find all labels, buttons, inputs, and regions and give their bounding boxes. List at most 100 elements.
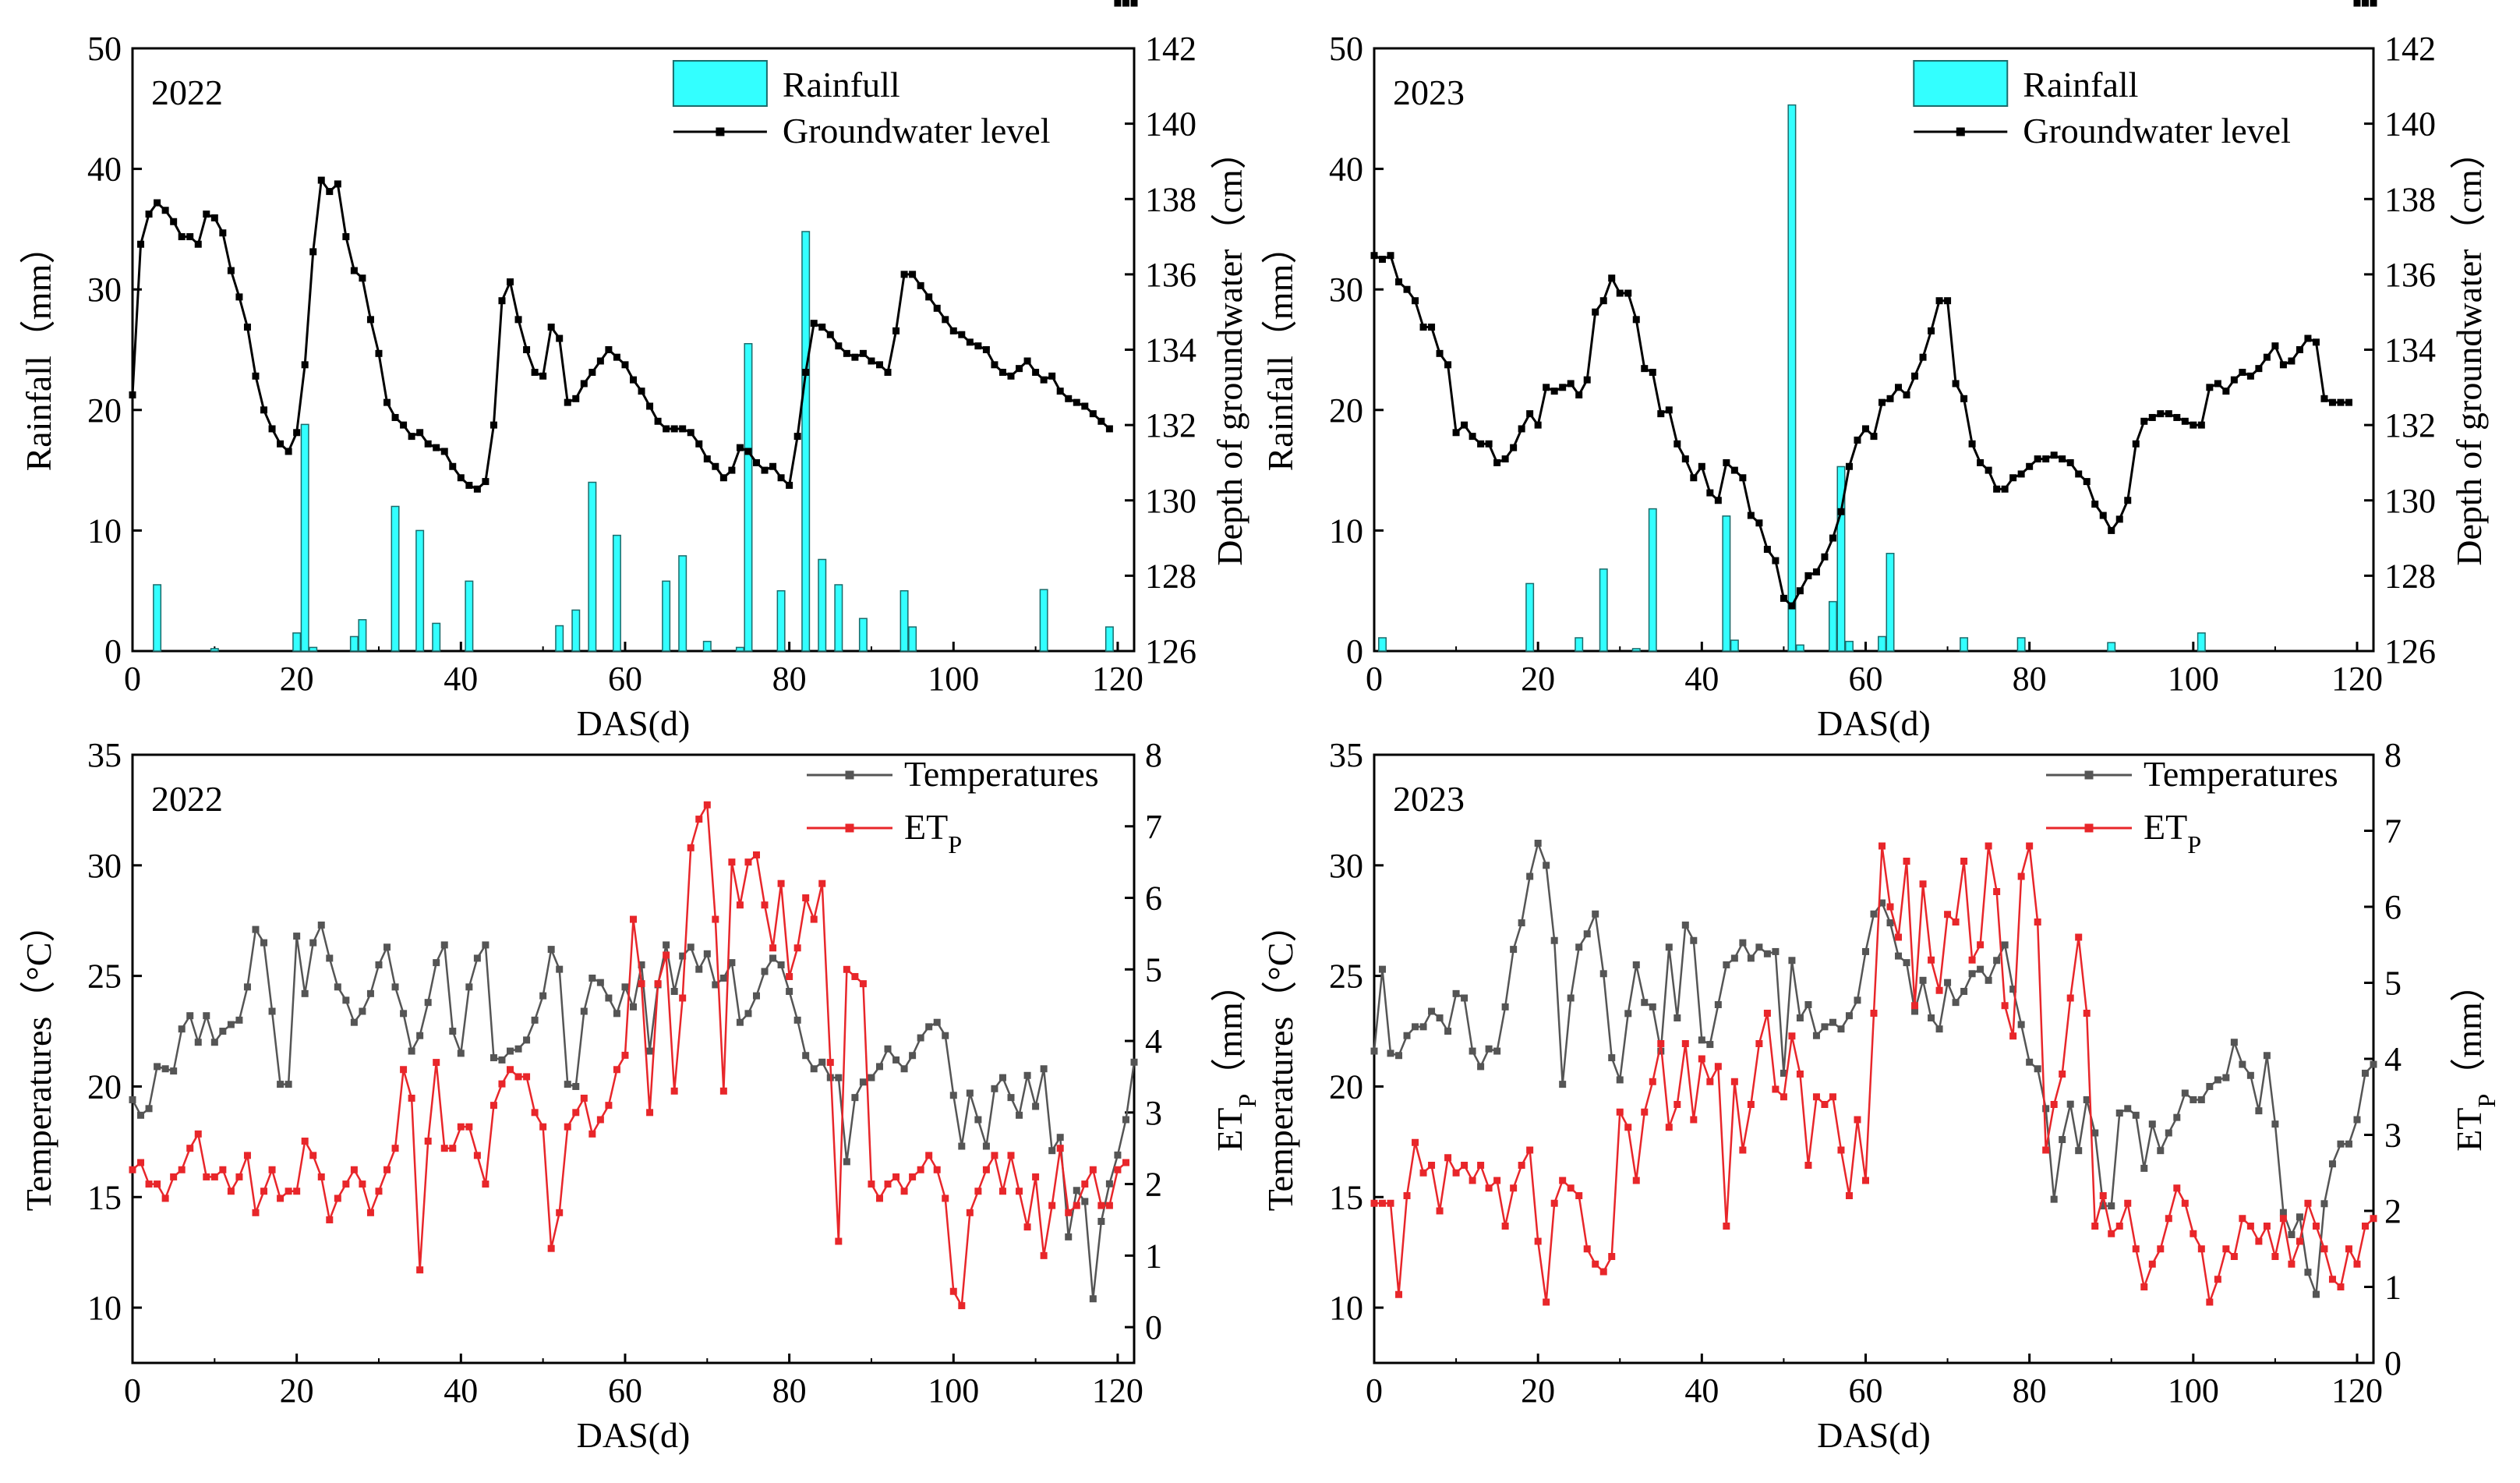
rainfall-bar (1104, 626, 1114, 652)
rainfall-bar (571, 609, 581, 652)
groundwater-point (416, 429, 424, 437)
temperature-point (2345, 1140, 2352, 1148)
temperature-point (260, 939, 268, 947)
temperature-point (2075, 1147, 2083, 1155)
x-tick-label: 0 (1366, 660, 1383, 698)
temperature-point (1812, 1032, 1820, 1039)
etp-point (154, 1180, 161, 1188)
y-right-tick-label: 130 (2384, 482, 2436, 520)
etp-point (1624, 1124, 1632, 1131)
legend-label-temperatures: Temperatures (2144, 754, 2338, 794)
groundwater-point (465, 481, 473, 489)
groundwater-point (547, 324, 555, 331)
groundwater-point (1097, 417, 1105, 425)
groundwater-point (744, 448, 752, 455)
temperature-point (326, 954, 334, 962)
temperature-point (1032, 1103, 1040, 1110)
etp-point (1681, 1040, 1689, 1047)
rainfall-bar (432, 622, 441, 652)
temperature-point (416, 1032, 424, 1039)
y-left-tick-label: 20 (87, 1067, 122, 1106)
groundwater-point (145, 211, 153, 218)
temperature-point (1073, 1187, 1080, 1195)
etp-point (1461, 1162, 1469, 1169)
groundwater-point (769, 462, 777, 470)
groundwater-point (892, 327, 900, 334)
groundwater-point (1723, 458, 1730, 466)
groundwater-point (958, 331, 966, 338)
groundwater-point (1485, 440, 1493, 448)
temperature-point (1928, 1014, 1935, 1022)
temperature-point (129, 1095, 136, 1103)
temperature-point (1395, 1052, 1403, 1060)
groundwater-point (440, 448, 448, 455)
etp-point (556, 1209, 564, 1216)
temperature-point (2255, 1107, 2263, 1115)
groundwater-point (1861, 425, 1869, 433)
temperature-point (2050, 1195, 2058, 1203)
temperature-point (719, 974, 727, 982)
etp-point (900, 1187, 908, 1195)
groundwater-point (2312, 338, 2320, 346)
groundwater-point (2304, 334, 2312, 342)
y-left-tick-label: 35 (87, 736, 122, 774)
etp-point (933, 1166, 941, 1173)
groundwater-point (933, 304, 941, 312)
etp-point (1469, 1177, 1476, 1184)
temperature-point (1436, 1014, 1444, 1022)
groundwater-point (359, 274, 366, 282)
groundwater-point (1379, 256, 1387, 264)
etp-point (982, 1166, 990, 1173)
groundwater-point (1665, 406, 1673, 414)
etp-point (2312, 1223, 2320, 1230)
temperature-point (556, 965, 564, 973)
temperature-point (2190, 1095, 2197, 1103)
y-left-tick-label: 30 (87, 271, 122, 309)
etp-point (1657, 1040, 1665, 1047)
temperature-point (1452, 989, 1460, 997)
etp-point (1089, 1166, 1097, 1173)
temperature-point (1007, 1094, 1015, 1102)
etp-point (596, 1116, 604, 1124)
temperature-point (1772, 947, 1780, 955)
etp-point (1845, 1192, 1853, 1199)
y-right-tick-label: 8 (1145, 736, 1162, 774)
etp-point (638, 980, 645, 988)
etp-point (818, 880, 826, 887)
etp-point (1510, 1184, 1518, 1192)
y-right-tick-label: 2 (2384, 1192, 2402, 1230)
temperature-point (884, 1045, 892, 1053)
groundwater-point (1089, 410, 1097, 418)
groundwater-point (2181, 417, 2189, 425)
etp-point (145, 1180, 153, 1188)
temperature-point (1387, 1049, 1394, 1057)
etp-point (843, 965, 850, 973)
groundwater-point (178, 233, 186, 241)
groundwater-point (942, 316, 949, 324)
groundwater-point (802, 368, 810, 376)
groundwater-point (531, 368, 539, 376)
groundwater-point (523, 346, 531, 353)
temperature-point (728, 959, 736, 967)
chart-panel-top-left: 0 20 40 60 80 100 120 0 10 20 30 40 50 126 128 130 132 13… (19, 0, 1249, 743)
etp-point (2353, 1260, 2361, 1268)
etp-point (974, 1187, 982, 1195)
y-right-tick-label: 132 (2384, 406, 2436, 444)
y-left-axis-label: Temperatures（°C） (1260, 907, 1300, 1212)
groundwater-point (194, 240, 202, 248)
y-left-tick-label: 35 (1329, 736, 1363, 774)
temperature-point (1477, 1063, 1485, 1071)
etp-point (868, 1180, 875, 1188)
groundwater-point (2361, 0, 2369, 7)
groundwater-point (2001, 485, 2009, 493)
temperature-point (2328, 1160, 2336, 1168)
temperature-point (2337, 1140, 2345, 1148)
temperature-point (703, 950, 711, 957)
etp-point (1016, 1187, 1023, 1195)
etp-point (1444, 1154, 1452, 1162)
groundwater-point (1510, 444, 1518, 451)
etp-point (1395, 1290, 1403, 1298)
x-tick-label: 60 (608, 660, 642, 698)
etp-point (909, 1173, 917, 1180)
